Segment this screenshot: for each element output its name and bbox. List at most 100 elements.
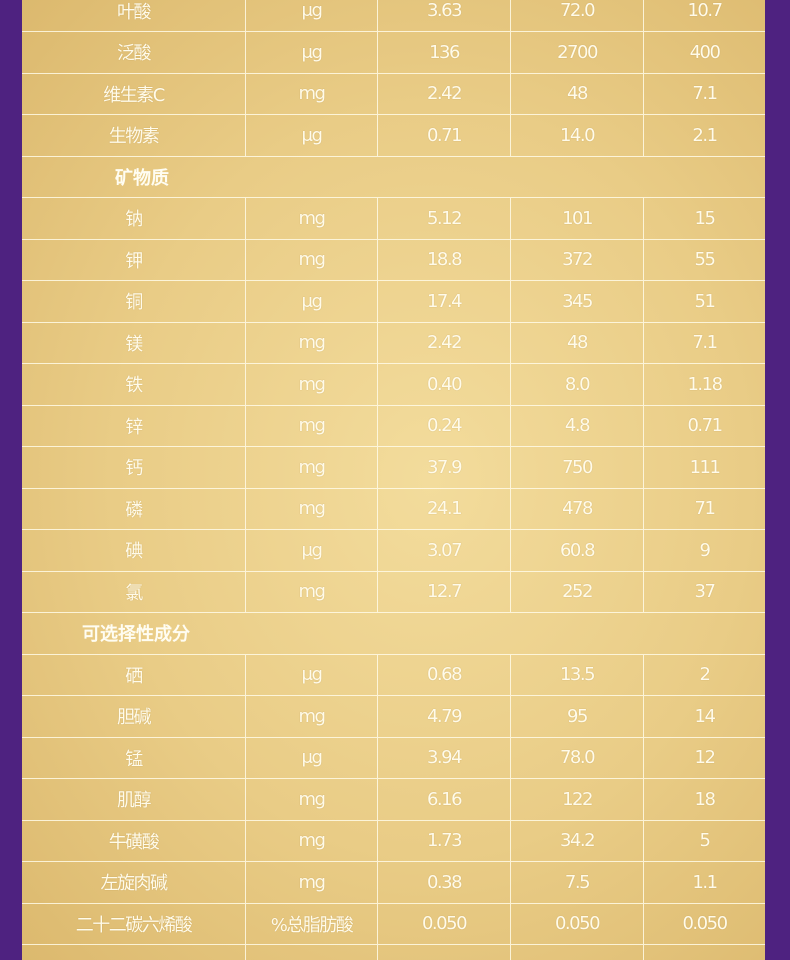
table-cell: 14.0: [511, 115, 644, 157]
table-cell: 肌醇: [22, 779, 246, 821]
table-cell: 12: [644, 738, 765, 779]
table-cell: 钙: [22, 447, 246, 489]
table-cell: μg: [246, 737, 378, 779]
table-cell: 2.42: [378, 322, 511, 364]
table-cell: 15: [644, 198, 765, 240]
table-cell: 4.79: [378, 696, 511, 738]
table-cell: 7.1: [644, 74, 765, 115]
table-cell: mg: [246, 322, 378, 364]
table-cell: μg: [246, 530, 378, 572]
table-cell: mg: [246, 239, 378, 281]
table-cell: 钾: [22, 239, 246, 281]
table-cell: μg: [246, 281, 378, 323]
table-cell: mg: [246, 488, 378, 530]
table-cell: 71: [644, 489, 765, 530]
table-cell: 10.7: [644, 0, 765, 32]
table-cell: 铜: [22, 281, 246, 323]
table-cell: 0.68: [378, 654, 511, 696]
table-cell: μg: [246, 654, 378, 696]
table-cell: 252: [511, 571, 644, 613]
table-cell: 0.24: [378, 405, 511, 447]
table-cell: 1.18: [644, 364, 765, 406]
table-cell: 0.050: [378, 903, 511, 945]
table-cell-partial: [511, 945, 644, 960]
table-cell: 钠: [22, 198, 246, 240]
table-cell: 叶酸: [22, 0, 246, 32]
table-cell: mg: [246, 779, 378, 821]
table-cell: 2700: [511, 32, 644, 74]
table-cell: 4.8: [511, 405, 644, 447]
table-cell: 二十二碳六烯酸: [22, 903, 246, 945]
table-cell: 17.4: [378, 281, 511, 323]
table-cell: 0.71: [378, 115, 511, 157]
table-cell: 硒: [22, 654, 246, 696]
table-cell: 18: [644, 779, 765, 821]
table-cell: mg: [246, 198, 378, 240]
table-cell: 氯: [22, 571, 246, 613]
table-cell: 3.63: [378, 0, 511, 32]
table-cell: 5.12: [378, 198, 511, 240]
table-cell: 2.1: [644, 115, 765, 157]
table-cell: 3.94: [378, 737, 511, 779]
table-cell: 60.8: [511, 530, 644, 572]
table-cell: mg: [246, 447, 378, 489]
table-cell: 136: [378, 32, 511, 74]
table-cell: 7.1: [644, 323, 765, 364]
table-cell: 胆碱: [22, 696, 246, 738]
table-cell: 0.40: [378, 364, 511, 406]
table-cell: 镁: [22, 322, 246, 364]
table-cell: 478: [511, 488, 644, 530]
table-cell: 48: [511, 322, 644, 364]
table-cell: 0.38: [378, 862, 511, 904]
table-cell: 碘: [22, 530, 246, 572]
table-cell: 72.0: [511, 0, 644, 32]
table-cell: 1.1: [644, 862, 765, 904]
table-cell: 锌: [22, 405, 246, 447]
table-cell: 0.050: [644, 904, 765, 945]
section-heading: 矿物质: [22, 157, 765, 198]
table-cell: 750: [511, 447, 644, 489]
table-cell: 14: [644, 696, 765, 738]
table-cell: 345: [511, 281, 644, 323]
table-cell: 101: [511, 198, 644, 240]
table-cell: 24.1: [378, 488, 511, 530]
table-cell: 111: [644, 447, 765, 489]
table-cell: 55: [644, 240, 765, 281]
table-cell: mg: [246, 696, 378, 738]
table-cell: μg: [246, 0, 378, 32]
table-cell: mg: [246, 364, 378, 406]
table-cell: 51: [644, 281, 765, 323]
table-cell: 0.050: [511, 903, 644, 945]
table-cell: 5: [644, 821, 765, 862]
table-cell: 18.8: [378, 239, 511, 281]
table-cell-partial: [378, 945, 511, 960]
table-cell: 1.73: [378, 820, 511, 862]
table-cell: 13.5: [511, 654, 644, 696]
table-cell: μg: [246, 32, 378, 74]
table-cell: 122: [511, 779, 644, 821]
table-cell: 左旋肉碱: [22, 862, 246, 904]
table-cell: 0.71: [644, 406, 765, 447]
table-cell: 78.0: [511, 737, 644, 779]
table-cell: mg: [246, 862, 378, 904]
table-cell: 生物素: [22, 115, 246, 157]
table-cell: 95: [511, 696, 644, 738]
table-cell: 维生素C: [22, 73, 246, 115]
table-cell: 3.07: [378, 530, 511, 572]
table-cell: 37: [644, 572, 765, 613]
table-cell: 400: [644, 32, 765, 74]
table-cell: 铁: [22, 364, 246, 406]
table-cell: 9: [644, 530, 765, 572]
table-cell: mg: [246, 820, 378, 862]
table-cell: mg: [246, 73, 378, 115]
table-cell: μg: [246, 115, 378, 157]
section-heading: 可选择性成分: [22, 613, 765, 655]
table-cell: %总脂肪酸: [246, 903, 378, 945]
nutrition-table: 叶酸 μg 3.63 72.0 10.7 泛酸 μg 136 2700 400 维生素C mg 2.42…: [22, 0, 765, 960]
table-cell: mg: [246, 405, 378, 447]
table-cell-partial: [246, 945, 378, 960]
table-cell: 2: [644, 655, 765, 696]
table-cell: 泛酸: [22, 32, 246, 74]
table-cell: 34.2: [511, 820, 644, 862]
